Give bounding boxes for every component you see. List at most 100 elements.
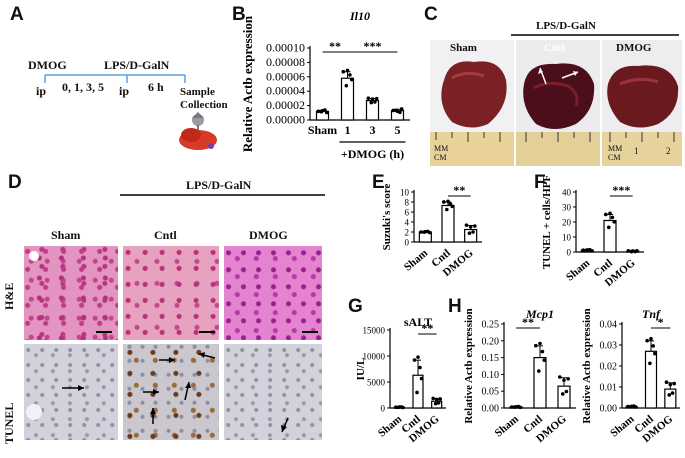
data-point xyxy=(434,397,439,402)
y-tick-label: 0.25 xyxy=(482,320,500,331)
data-point xyxy=(446,199,450,204)
y-tick-label: 0.04 xyxy=(600,320,618,331)
category-label: Sham xyxy=(493,413,521,439)
liver-photo-sham xyxy=(430,40,514,166)
category-label: 3 xyxy=(370,123,376,137)
data-point xyxy=(630,249,635,253)
category-label: Sham xyxy=(402,247,430,273)
data-point xyxy=(349,77,354,82)
data-point xyxy=(344,83,349,88)
data-point xyxy=(534,343,538,348)
significance-label: ** xyxy=(421,321,433,335)
significance-label: *** xyxy=(612,183,630,197)
data-point xyxy=(415,390,419,395)
chart-title: sALT xyxy=(404,315,432,329)
data-point xyxy=(348,73,352,77)
y-tick-label: 0.00010 xyxy=(266,41,305,55)
y-tick-label: 0 xyxy=(567,248,572,258)
chart-b-il10: Il10 0.000000.000020.000040.000060.000080… xyxy=(240,9,410,161)
histology-row-tunel: TUNEL xyxy=(2,402,16,444)
data-point xyxy=(374,96,379,101)
data-point xyxy=(401,405,405,410)
data-point xyxy=(345,68,350,73)
data-point xyxy=(436,401,441,405)
timeline-dmog-label: DMOG xyxy=(28,58,67,72)
y-tick-label: 8 xyxy=(405,198,410,208)
data-point xyxy=(540,349,545,354)
y-tick-label: 0.03 xyxy=(600,341,618,352)
ruler-mark-2: 2 xyxy=(666,146,671,156)
y-tick-label: 0.01 xyxy=(600,383,618,394)
data-point xyxy=(427,230,432,235)
y-tick-label: 20 xyxy=(562,218,572,228)
data-point xyxy=(670,391,675,395)
y-tick-label: 0 xyxy=(405,238,410,248)
timeline-sample: Sample xyxy=(180,86,215,98)
tunel-image-cntl xyxy=(123,344,219,440)
bar xyxy=(603,219,617,253)
timeline-ip-2: ip xyxy=(119,84,130,98)
data-point xyxy=(412,358,417,362)
data-point xyxy=(366,96,371,101)
he-image-dmog xyxy=(224,246,322,340)
panel-a-timeline: DMOG LPS/D-GalN ip 0, 1, 3, 5 ip 6 h Sam… xyxy=(0,0,232,170)
bar xyxy=(664,388,677,409)
ruler-cm-label-dmog: CM xyxy=(608,153,621,162)
chart-title: Tnf xyxy=(642,307,661,321)
data-point xyxy=(561,392,565,396)
panel-label-d: D xyxy=(8,172,22,193)
y-tick-label: 0.00 xyxy=(482,404,500,415)
y-tick-label: 2 xyxy=(405,228,410,238)
data-point xyxy=(633,405,638,409)
panel-c-liver-photos: LPS/D-GalN xyxy=(424,0,685,170)
liver-photo-dmog xyxy=(602,40,682,166)
bar xyxy=(464,228,478,243)
data-point xyxy=(464,223,469,227)
y-axis-label: Suzuki's score xyxy=(381,184,393,251)
data-point xyxy=(324,110,329,115)
data-point xyxy=(438,397,442,401)
tunel-image-sham xyxy=(24,344,118,440)
y-tick-label: 0.00 xyxy=(600,404,618,415)
data-point xyxy=(635,249,639,253)
data-point xyxy=(629,404,634,409)
liver-label-cntl: Cntl xyxy=(544,42,565,54)
data-point xyxy=(423,229,428,234)
data-point xyxy=(320,108,325,113)
data-point xyxy=(542,358,546,362)
y-tick-label: 0.05 xyxy=(482,387,500,398)
data-point xyxy=(645,338,649,343)
liver-group-label: LPS/D-GalN xyxy=(536,20,596,32)
data-point xyxy=(518,405,522,410)
histology-group-label: LPS/D-GalN xyxy=(186,178,252,192)
significance-label: *** xyxy=(364,39,382,53)
histology-group-bracket xyxy=(120,194,325,196)
ruler-mm-label: MM xyxy=(434,144,449,153)
significance-label: * xyxy=(658,315,664,329)
data-point xyxy=(626,248,631,253)
histology-col-sham: Sham xyxy=(51,228,81,242)
significance-label: ** xyxy=(453,183,465,197)
data-point xyxy=(431,396,435,401)
histology-row-he: H&E xyxy=(2,282,16,310)
data-point xyxy=(442,200,446,204)
data-point xyxy=(369,100,374,105)
y-axis-label: Relative Actb expression xyxy=(240,15,255,152)
data-point xyxy=(648,361,652,366)
y-tick-label: 0.20 xyxy=(482,336,500,347)
data-point xyxy=(373,100,377,104)
ruler-mm-label-dmog: MM xyxy=(608,144,623,153)
bar xyxy=(557,385,571,409)
he-image-sham xyxy=(24,246,118,340)
data-point xyxy=(419,230,423,234)
panel-d-histology: LPS/D-GalN Sham Cntl DMOG H&E TUNEL xyxy=(0,170,350,458)
data-point xyxy=(416,355,420,359)
timeline-hours: 6 h xyxy=(148,80,164,94)
ruler-cm-label: CM xyxy=(434,153,447,162)
y-tick-label: 15000 xyxy=(363,326,386,336)
y-tick-label: 0 xyxy=(381,404,386,414)
liver-label-dmog: DMOG xyxy=(616,42,652,54)
data-point xyxy=(581,248,585,252)
